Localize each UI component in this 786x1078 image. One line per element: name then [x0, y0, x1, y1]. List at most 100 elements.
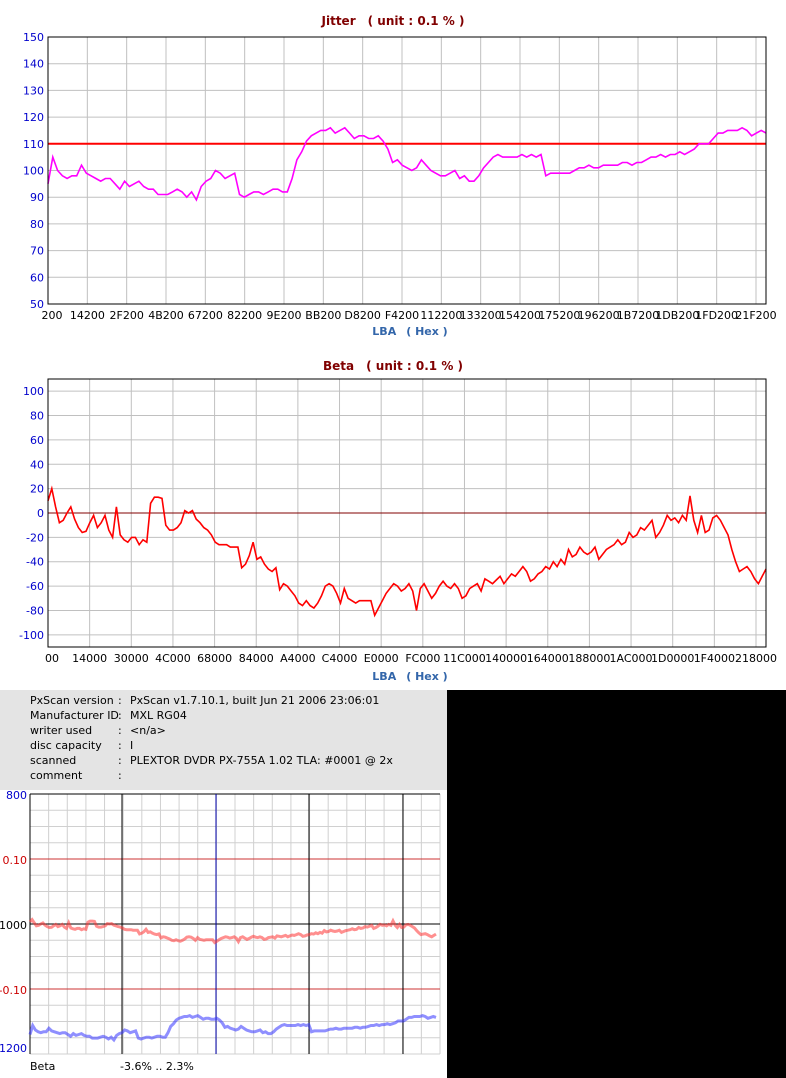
x-tick-label: 68000 [197, 652, 232, 665]
x-tick-label: 1B7200 [617, 309, 660, 322]
x-tick-label: 1D0000 [651, 652, 694, 665]
info-value: I [130, 739, 134, 752]
x-tick-label: 4C000 [155, 652, 191, 665]
info-colon: : [118, 769, 122, 782]
x-tick-label: FC000 [405, 652, 440, 665]
scan-info-panel: PxScan version : PxScan v1.7.10.1, built… [0, 690, 447, 790]
jitter-title: Jitter( unit : 0.1 % ) [321, 14, 465, 28]
y-tick-label: 130 [23, 84, 44, 97]
x-tick-label: C4000 [322, 652, 358, 665]
x-tick-label: 21F200 [735, 309, 776, 322]
info-colon: : [118, 739, 122, 752]
jitter-grid [48, 36, 766, 305]
x-tick-label: 11C000 [443, 652, 486, 665]
jitter-x-axis-label: LBA( Hex ) [372, 325, 447, 338]
y-tick-label: -100 [19, 629, 44, 642]
x-tick-label: 67200 [188, 309, 223, 322]
y-tick-label: -80 [26, 604, 44, 617]
x-tick-label: 188000 [568, 652, 610, 665]
x-tick-label: 133200 [460, 309, 502, 322]
y-tick-label: 0 [37, 507, 44, 520]
summary-y-label: 1200 [0, 1042, 27, 1055]
footer-value: -3.6% .. 2.3% [120, 1060, 194, 1073]
summary-y-label: 800 [6, 790, 27, 802]
x-tick-label: E0000 [364, 652, 399, 665]
summary-y-label: -0.10 [0, 984, 27, 997]
jitter-chart-svg: Jitter( unit : 0.1 % ) 50 60 70 80 90 100 110 1… [23, 14, 777, 338]
x-tick-label: A4000 [280, 652, 316, 665]
y-tick-label: 60 [30, 434, 44, 447]
info-colon: : [118, 709, 122, 722]
x-tick-label: 164000 [527, 652, 569, 665]
x-tick-label: D8200 [344, 309, 380, 322]
jitter-chart: Jitter( unit : 0.1 % ) 50 60 70 80 90 100 110 1… [0, 0, 786, 340]
x-tick-label: 218000 [735, 652, 777, 665]
beta-series-line [47, 485, 767, 618]
y-tick-label: 80 [30, 410, 44, 423]
x-tick-label: 00 [45, 652, 59, 665]
y-tick-label: 120 [23, 111, 44, 124]
summary-footer: Beta -3.6% .. 2.3% [0, 1058, 447, 1078]
info-colon: : [118, 724, 122, 737]
beta-title: Beta( unit : 0.1 % ) [323, 359, 463, 373]
x-tick-label: BB200 [305, 309, 341, 322]
y-tick-label: -60 [26, 580, 44, 593]
info-colon: : [118, 694, 122, 707]
jitter-series-line [47, 126, 767, 202]
summary-y-labels: 800 0.10 1000 -0.10 1200 [0, 790, 27, 1055]
x-tick-label: 4B200 [148, 309, 184, 322]
beta-plot-frame [47, 378, 767, 648]
y-tick-label: 100 [23, 385, 44, 398]
x-tick-label: 154200 [499, 309, 541, 322]
summary-beta-trace [28, 917, 437, 945]
y-tick-label: 40 [30, 458, 44, 471]
info-key: Manufacturer ID [30, 709, 119, 722]
summary-y-label: 0.10 [3, 854, 28, 867]
info-key: comment [30, 769, 83, 782]
jitter-x-ticks: 200 14200 2F200 4B200 67200 82200 9E200 BB200 D8… [42, 309, 777, 322]
footer-label: Beta [30, 1060, 56, 1073]
x-tick-label: 175200 [538, 309, 580, 322]
y-tick-label: 50 [30, 298, 44, 311]
x-tick-label: 1F4000 [694, 652, 735, 665]
black-area [447, 690, 786, 1078]
y-tick-label: 70 [30, 245, 44, 258]
x-tick-label: 140000 [485, 652, 527, 665]
y-tick-label: -20 [26, 531, 44, 544]
summary-jitter-line [28, 1013, 437, 1043]
summary-jitter-trace [28, 1013, 437, 1043]
info-key: writer used [30, 724, 93, 737]
x-tick-label: 2F200 [110, 309, 144, 322]
x-tick-label: 1AC000 [610, 652, 653, 665]
info-key: scanned [30, 754, 77, 767]
beta-chart: Beta( unit : 0.1 % ) -100 -80 -60 -40 -20 0 20… [0, 345, 786, 685]
info-value: MXL RG04 [130, 709, 187, 722]
y-tick-label: 60 [30, 271, 44, 284]
x-tick-label: 82200 [227, 309, 262, 322]
x-tick-label: 1FD200 [695, 309, 738, 322]
beta-chart-svg: Beta( unit : 0.1 % ) -100 -80 -60 -40 -20 0 20… [19, 359, 777, 683]
info-value: PxScan v1.7.10.1, built Jun 21 2006 23:0… [130, 694, 380, 707]
x-tick-label: 196200 [578, 309, 620, 322]
y-tick-label: 140 [23, 58, 44, 71]
y-tick-label: 20 [30, 483, 44, 496]
beta-y-ticks: -100 -80 -60 -40 -20 0 20 40 60 80 100 [19, 385, 44, 642]
y-tick-label: -40 [26, 556, 44, 569]
y-tick-label: 110 [23, 138, 44, 151]
info-value: <n/a> [130, 724, 166, 737]
summary-grid [29, 793, 441, 1055]
x-tick-label: 9E200 [267, 309, 302, 322]
beta-x-axis-label: LBA( Hex ) [372, 670, 447, 683]
y-tick-label: 80 [30, 218, 44, 231]
x-tick-label: 14000 [72, 652, 107, 665]
summary-y-label: 1000 [0, 919, 27, 932]
y-tick-label: 100 [23, 165, 44, 178]
x-tick-label: 1DB200 [655, 309, 699, 322]
x-tick-label: 84000 [239, 652, 274, 665]
info-key: PxScan version [30, 694, 114, 707]
jitter-y-ticks: 50 60 70 80 90 100 110 120 130 140 150 [23, 31, 44, 311]
x-tick-label: 112200 [420, 309, 462, 322]
x-tick-label: 14200 [70, 309, 105, 322]
x-tick-label: F4200 [385, 309, 419, 322]
summary-chart: 800 0.10 1000 -0.10 1200 [0, 790, 447, 1078]
